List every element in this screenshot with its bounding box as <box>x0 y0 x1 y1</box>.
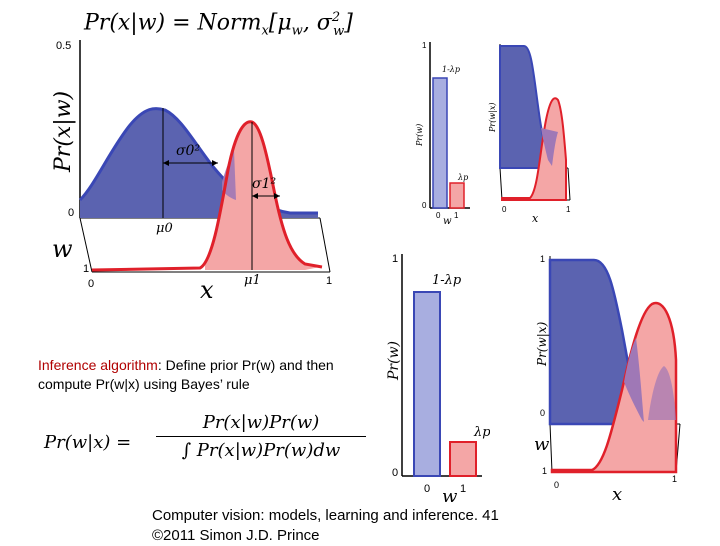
mu1-label: μ1 <box>244 273 261 288</box>
big-posterior-overlap-2 <box>648 366 676 420</box>
caption-highlight: Inference algorithm <box>38 357 158 373</box>
title-formula-w: w <box>291 23 303 39</box>
title-formula-main: Pr(x|w) = Norm <box>84 10 262 36</box>
caption: Inference algorithm: Define prior Pr(w) … <box>38 356 378 394</box>
small-posterior-ylabel: Pr(w|x) <box>488 102 497 133</box>
perspective-line-right <box>319 217 331 273</box>
sigma0-arrowhead-right <box>212 160 218 166</box>
likelihood-plot: 0.5 0 Pr(x|w) w 1 0 1 x μ0 μ1 σ0² σ1² <box>51 40 332 300</box>
big-prior-label-top: 1-λp <box>432 273 462 288</box>
footer: Computer vision: models, learning and in… <box>152 506 572 546</box>
title-formula: Pr(x|w) = Normx[μw, σ2w] <box>84 10 353 39</box>
small-prior-tick-0: 0 <box>422 201 427 210</box>
big-prior-tick-1: 1 <box>392 253 398 265</box>
big-posterior-xlabel: x <box>612 484 622 504</box>
bayes-fraction-bar <box>156 436 366 437</box>
ylabel: Pr(x|w) <box>51 91 76 173</box>
big-posterior-persp-l <box>549 423 553 473</box>
footer-line-1: Computer vision: models, learning and in… <box>152 507 499 524</box>
big-prior-tick-0: 0 <box>392 467 398 479</box>
bayes-denominator: ∫ Pr(x|w)Pr(w)dw <box>181 440 341 461</box>
big-prior-bar-1 <box>449 441 477 477</box>
big-posterior-x-tick-0: 0 <box>554 480 559 490</box>
small-prior-label-top: 1-λp <box>442 65 460 74</box>
mu0-label: μ0 <box>156 221 173 236</box>
title-formula-sigma-sup: 2 <box>331 10 341 25</box>
big-prior-label-low: λp <box>473 425 490 440</box>
bayes-lhs: Pr(w|x) = <box>44 432 132 453</box>
small-posterior-xlabel: x <box>532 212 539 225</box>
small-prior-chart: 1-λp λp 1 0 Pr(w) 0 1 w <box>415 41 470 226</box>
small-prior-label-low: λp <box>457 173 468 182</box>
big-posterior-overlap <box>624 338 644 422</box>
big-posterior-w-tick-1: 1 <box>542 466 547 476</box>
small-prior-bar-1 <box>449 182 465 209</box>
footer-line-2: ©2011 Simon J.D. Prince <box>152 527 320 544</box>
caption-text: : Define prior Pr(w) and then compute Pr… <box>38 357 334 392</box>
title-formula-end: ] <box>344 10 353 36</box>
small-prior-tick-1: 1 <box>422 41 427 50</box>
small-posterior-overlap <box>541 128 558 166</box>
perspective-line-left <box>79 217 93 273</box>
big-posterior-ylabel: Pr(w|x) <box>535 321 549 367</box>
big-posterior-tick-0: 0 <box>540 408 545 418</box>
big-prior-xlabel: w <box>442 486 458 504</box>
sigma1-arrowhead-right <box>274 193 280 199</box>
big-prior-chart: 1-λp λp 1 0 Pr(w) 0 1 w <box>386 253 490 504</box>
big-posterior-x-tick-1: 1 <box>672 474 677 484</box>
sigma0-label: σ0² <box>176 143 200 159</box>
x-tick-1: 1 <box>326 275 332 287</box>
small-prior-xlabel: w <box>443 216 452 226</box>
big-prior-ylabel: Pr(w) <box>386 341 402 381</box>
xlabel: x <box>200 276 214 300</box>
big-prior-x-tick-1: 1 <box>460 483 466 495</box>
sigma1-arrowhead-left <box>252 193 258 199</box>
small-posterior-chart: Pr(w|x) 0 1 x <box>488 44 571 225</box>
small-posterior-persp-r <box>567 167 571 201</box>
w-tick-1: 1 <box>83 263 89 275</box>
title-formula-sigma-sub: w <box>333 23 345 39</box>
small-prior-x-tick-0: 0 <box>436 211 441 220</box>
small-posterior-red <box>501 97 567 201</box>
small-posterior-x-tick-1: 1 <box>566 205 571 214</box>
small-prior-ylabel: Pr(w) <box>415 124 424 147</box>
small-prior-bar-0 <box>432 77 448 209</box>
big-prior-bar-0 <box>413 291 441 477</box>
big-posterior-tick-1: 1 <box>540 254 545 264</box>
small-posterior-x-tick-0: 0 <box>502 205 507 214</box>
w-axis-label: w <box>52 235 73 263</box>
small-posterior-persp-l <box>499 167 503 201</box>
bayes-fraction: Pr(x|w)Pr(w) ∫ Pr(x|w)Pr(w)dw <box>156 412 366 461</box>
x-tick-0: 0 <box>88 278 94 290</box>
title-formula-sigma: , σ <box>302 10 332 36</box>
small-prior-x-tick-1: 1 <box>454 211 459 220</box>
big-posterior-red <box>550 301 678 474</box>
sigma0-arrowhead-left <box>163 160 169 166</box>
title-formula-args: [μ <box>268 10 292 36</box>
big-posterior-chart: 1 0 Pr(w|x) w 1 0 1 x <box>534 254 681 504</box>
big-prior-x-tick-0: 0 <box>424 483 430 495</box>
sigma1-label: σ1² <box>252 176 276 192</box>
big-posterior-w-label: w <box>534 434 550 455</box>
bayes-formula: Pr(w|x) = Pr(x|w)Pr(w) ∫ Pr(x|w)Pr(w)dw <box>44 412 374 472</box>
title-formula-sub: x <box>261 23 269 39</box>
ytick-zero: 0 <box>68 207 74 219</box>
bayes-numerator: Pr(x|w)Pr(w) <box>202 412 320 433</box>
ytick-top: 0.5 <box>56 40 71 52</box>
